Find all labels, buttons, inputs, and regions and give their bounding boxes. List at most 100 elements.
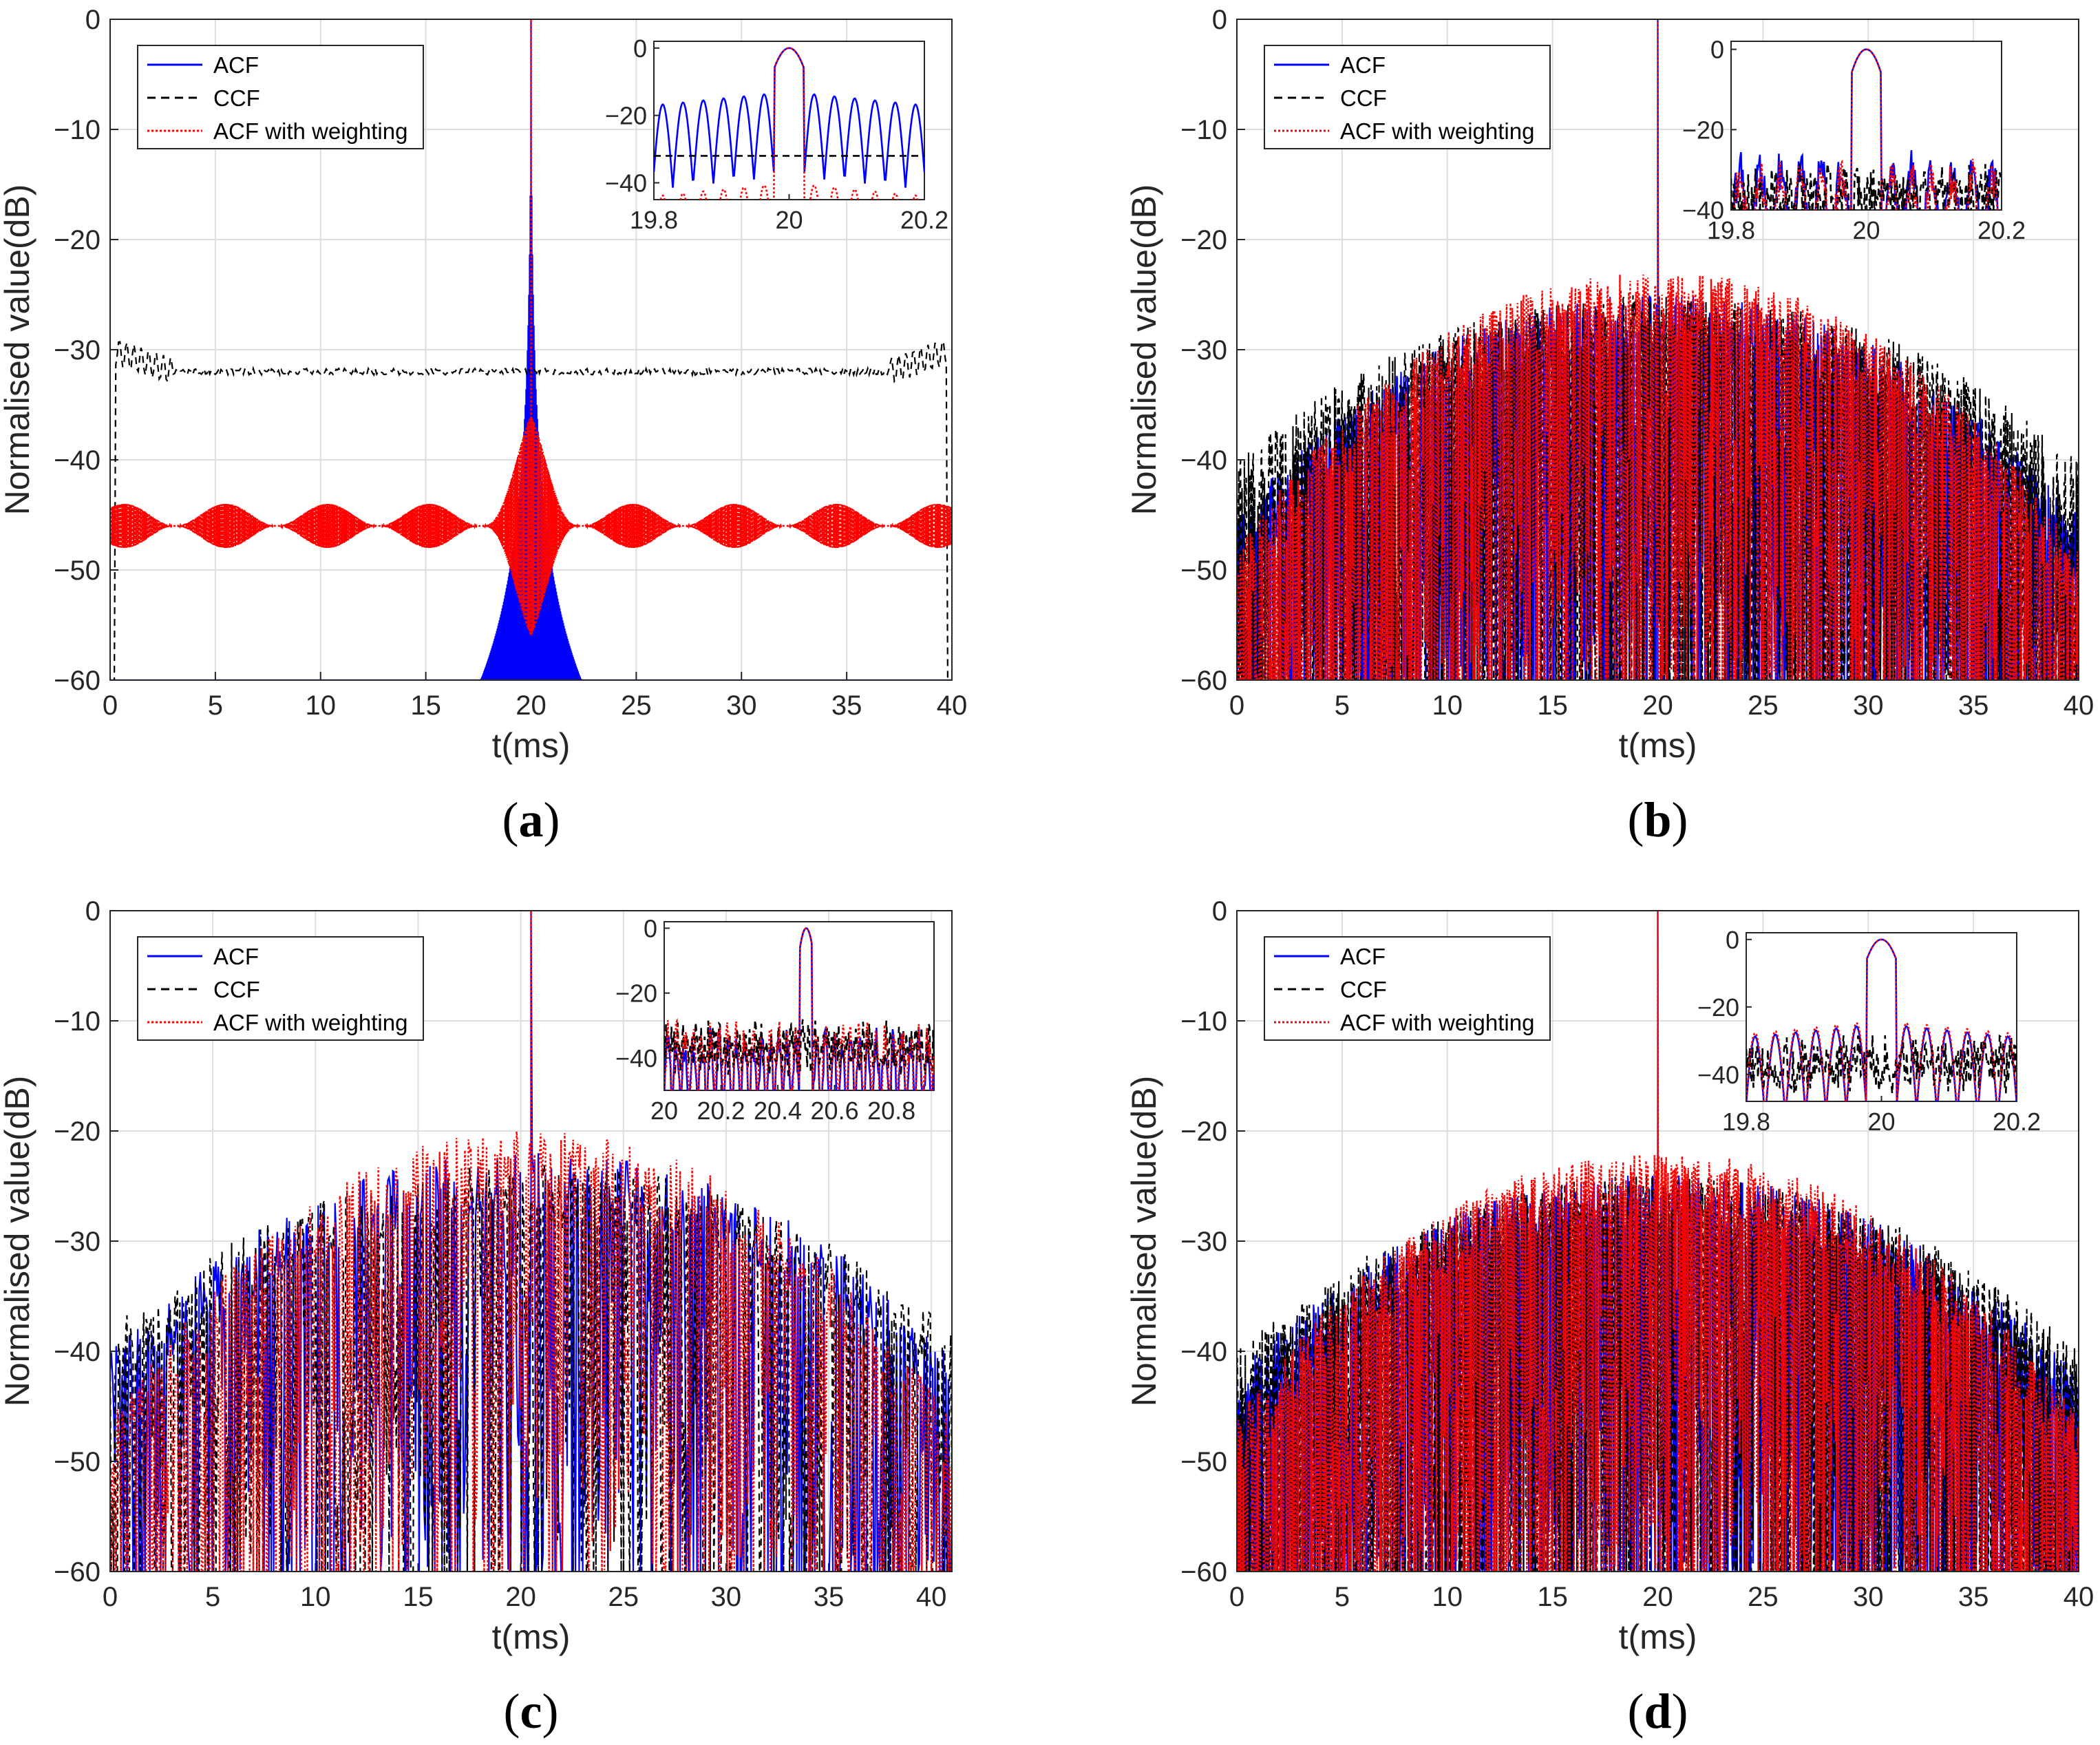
- y-tick-label: −30: [54, 1227, 100, 1257]
- inset-y-tick-label: −20: [1682, 116, 1724, 144]
- y-tick-label: 0: [1212, 5, 1227, 35]
- plot-frame: [109, 19, 953, 681]
- x-axis-label: t(ms): [492, 1618, 571, 1656]
- x-tick-label: 25: [621, 690, 652, 721]
- legend: ACF CCF ACF with weighting: [137, 45, 424, 149]
- inset-series-line-acf-with-weighting: [1746, 938, 2017, 1101]
- plot-frame: [1236, 19, 2079, 681]
- y-tick-label: −10: [54, 115, 100, 145]
- x-tick-label: 35: [1958, 690, 1989, 721]
- panel-label-close: ): [1672, 1684, 1688, 1739]
- inset-y-tick-label: 0: [644, 914, 657, 942]
- panel-label-close: ): [1672, 792, 1688, 847]
- inset-series-line-acf: [654, 47, 924, 188]
- y-tick-label: −40: [1180, 445, 1227, 476]
- x-tick-label: 40: [937, 690, 968, 721]
- y-tick-label: −60: [54, 666, 100, 696]
- inset-y-tick-label: 0: [633, 34, 647, 63]
- chart-panel-b: 0 5 10 15 20 25 30 35 40 0 −10 −20 −30 −40 −50 −60 t(ms)…: [1125, 5, 2094, 847]
- legend-entry: ACF with weighting: [213, 1010, 407, 1035]
- y-tick-label: −60: [1180, 666, 1227, 696]
- inset-plot: 19.8 20 20.2 0 −20 −40: [1697, 926, 2041, 1136]
- y-tick-label: −10: [54, 1006, 100, 1037]
- inset-x-tick-label: 20.2: [697, 1097, 745, 1125]
- series-line-acf: [110, 19, 952, 680]
- x-tick-label: 5: [1335, 1582, 1350, 1612]
- y-tick-label: −30: [1180, 1227, 1227, 1257]
- inset-series-line-ccf: [1731, 163, 2002, 210]
- legend-entry: ACF: [213, 944, 259, 969]
- legend-box: [1264, 936, 1551, 1041]
- inset-x-tick-label: 19.8: [1722, 1108, 1770, 1136]
- inset-x-tick-label: 20: [1852, 216, 1880, 244]
- x-tick-label: 0: [1229, 690, 1244, 721]
- series-line-acf-with-weighting: [1237, 911, 2079, 1572]
- x-tick-label: 25: [608, 1582, 639, 1612]
- inset-x-tick-label: 20.4: [754, 1097, 802, 1125]
- x-tick-label: 0: [103, 1582, 118, 1612]
- panel-label: (a): [502, 792, 560, 847]
- y-tick-label: −10: [1180, 1006, 1227, 1037]
- series-line-acf-with-weighting: [1237, 19, 2079, 680]
- y-tick-label: 0: [85, 896, 100, 927]
- panel-label: (c): [504, 1684, 559, 1739]
- x-axis-label: t(ms): [492, 726, 571, 765]
- inset-y-tick-label: −20: [615, 980, 657, 1008]
- x-tick-label: 20: [516, 690, 547, 721]
- legend: ACF CCF ACF with weighting: [1264, 936, 1551, 1041]
- chart-panel-c: 0 5 10 15 20 25 30 35 40 0 −10 −20 −30 −40 −50 −60 t(ms)…: [0, 896, 953, 1739]
- x-tick-label: 15: [403, 1582, 434, 1612]
- x-tick-label: 20: [1642, 1582, 1673, 1612]
- legend: ACF CCF ACF with weighting: [1264, 45, 1551, 149]
- x-tick-label: 35: [831, 690, 862, 721]
- x-tick-label: 40: [2064, 1582, 2094, 1612]
- inset-y-tick-label: −40: [1697, 1061, 1739, 1089]
- x-tick-label: 15: [410, 690, 441, 721]
- legend-entry: CCF: [213, 85, 260, 111]
- legend: ACF CCF ACF with weighting: [137, 936, 424, 1041]
- x-axis-label: t(ms): [1619, 1618, 1697, 1656]
- inset-plot: 19.8 20 20.2 0 −20 −40: [1682, 36, 2026, 244]
- x-tick-label: 35: [814, 1582, 845, 1612]
- inset-plot: 19.8 20 20.2 0 −20 −40: [605, 34, 948, 234]
- inset-series-line-acf-with-weighting: [664, 927, 934, 1090]
- legend-entry: ACF with weighting: [1340, 1010, 1534, 1035]
- x-tick-label: 0: [1229, 1582, 1244, 1612]
- panel-label-open: (: [1627, 1684, 1644, 1739]
- x-tick-label: 30: [1853, 1582, 1884, 1612]
- plot-frame: [109, 910, 953, 1572]
- x-tick-label: 5: [205, 1582, 220, 1612]
- x-tick-label: 20: [1642, 690, 1673, 721]
- plot-frame: [1236, 910, 2079, 1572]
- y-tick-label: −40: [54, 445, 100, 476]
- inset-x-tick-label: 20.2: [1977, 216, 2026, 244]
- y-axis-label: Normalised value(dB): [1125, 1076, 1163, 1407]
- panel-label-open: (: [1627, 792, 1644, 847]
- x-axis-label: t(ms): [1619, 726, 1697, 765]
- y-tick-label: −50: [1180, 556, 1227, 586]
- legend-entry: ACF with weighting: [1340, 118, 1534, 144]
- panel-label-letter: a: [519, 792, 544, 847]
- inset-x-tick-label: 20.2: [900, 206, 948, 234]
- legend-entry: ACF: [213, 52, 259, 78]
- y-axis-label: Normalised value(dB): [0, 184, 36, 516]
- inset-y-tick-label: −40: [1682, 196, 1724, 224]
- y-tick-label: −60: [1180, 1557, 1227, 1587]
- panel-label-close: ): [542, 1684, 558, 1739]
- inset-y-tick-label: −20: [605, 102, 647, 130]
- inset-series-line-acf-with-weighting: [1733, 48, 1999, 210]
- y-tick-label: −50: [54, 556, 100, 586]
- legend-entry: CCF: [213, 977, 260, 1002]
- series-line-ccf: [110, 341, 952, 680]
- inset-x-tick-label: 20.6: [811, 1097, 859, 1125]
- legend-entry: ACF: [1340, 944, 1386, 969]
- inset-x-tick-label: 20.2: [1993, 1108, 2041, 1136]
- panel-label-open: (: [502, 792, 519, 847]
- chart-panel-d: 0 5 10 15 20 25 30 35 40 0 −10 −20 −30 −40 −50 −60 t(ms)…: [1125, 896, 2094, 1739]
- panel-label-letter: c: [520, 1684, 542, 1739]
- x-tick-label: 30: [726, 690, 757, 721]
- x-tick-label: 10: [306, 690, 337, 721]
- y-axis-label: Normalised value(dB): [0, 1076, 36, 1407]
- y-tick-label: −20: [54, 225, 100, 255]
- y-tick-label: 0: [85, 5, 100, 35]
